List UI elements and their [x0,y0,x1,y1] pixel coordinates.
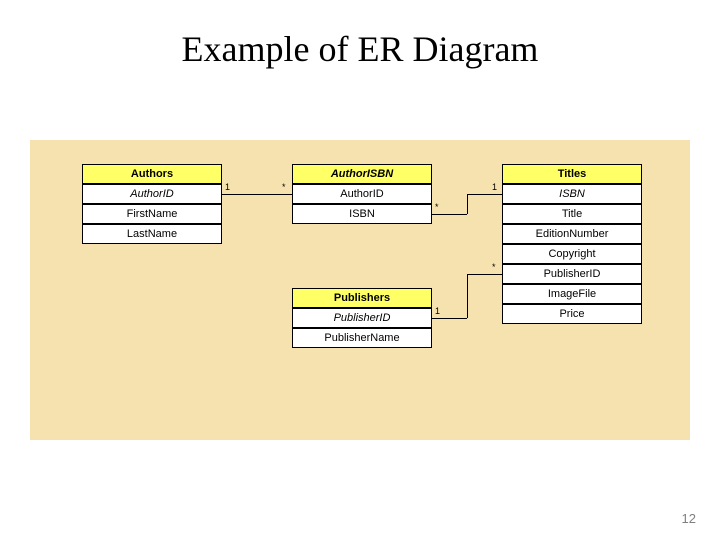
entity-authorisbn-field: AuthorID [292,184,432,204]
connector [467,194,468,214]
cardinality-label: 1 [492,182,497,192]
entity-authors-header: Authors [82,164,222,184]
entity-titles-field: Title [502,204,642,224]
entity-titles-field: Copyright [502,244,642,264]
entity-authorisbn-header: AuthorISBN [292,164,432,184]
entity-titles-field: Price [502,304,642,324]
cardinality-label: * [435,202,439,212]
entity-titles-field: ImageFile [502,284,642,304]
entity-authors-field: AuthorID [82,184,222,204]
connector [432,318,467,319]
connector [432,214,467,215]
entity-publishers-field: PublisherName [292,328,432,348]
connector [222,194,257,195]
entity-titles-field: ISBN [502,184,642,204]
connector [257,194,292,195]
entity-titles-header: Titles [502,164,642,184]
entity-authors-field: LastName [82,224,222,244]
er-canvas: AuthorsAuthorIDFirstNameLastNameAuthorIS… [30,140,690,440]
cardinality-label: 1 [225,182,230,192]
entity-titles-field: EditionNumber [502,224,642,244]
entity-authors-field: FirstName [82,204,222,224]
connector [467,274,468,318]
connector [467,274,502,275]
connector [467,194,502,195]
slide-title: Example of ER Diagram [0,28,720,70]
entity-publishers-field: PublisherID [292,308,432,328]
cardinality-label: * [282,182,286,192]
entity-titles-field: PublisherID [502,264,642,284]
page-number: 12 [682,511,696,526]
cardinality-label: * [492,262,496,272]
entity-publishers-header: Publishers [292,288,432,308]
entity-authorisbn-field: ISBN [292,204,432,224]
cardinality-label: 1 [435,306,440,316]
